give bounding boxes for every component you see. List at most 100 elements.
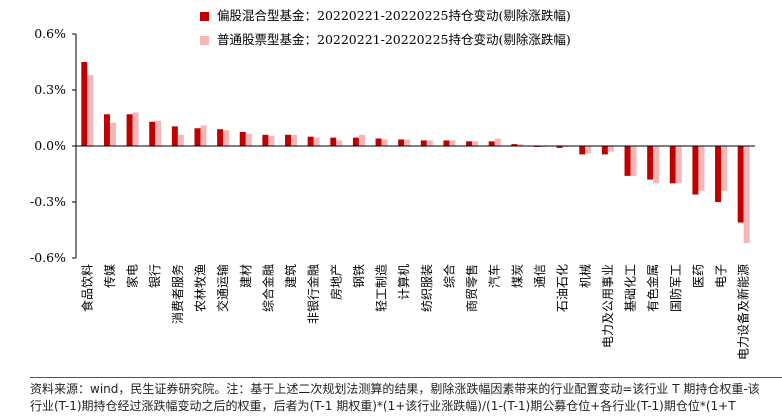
bar-series1: [375, 138, 382, 146]
bar-series2: [358, 134, 365, 146]
x-tick-label: 纺织服装: [420, 264, 434, 312]
bar-series2: [472, 141, 479, 146]
x-tick-label: 轻工制造: [375, 264, 389, 312]
bar-series2: [109, 122, 116, 146]
x-tick-label: 非银行金融: [306, 264, 321, 324]
bar-series1: [579, 146, 586, 155]
legend-item-series2: 普通股票型基金：20220221-20220225持仓变动(剔除涨跌幅): [200, 28, 571, 52]
bar-series2: [721, 146, 728, 191]
x-tick-label: 消费者服务: [170, 264, 185, 324]
x-tick-label: 机械: [577, 264, 592, 288]
y-tick-label: -0.6%: [30, 250, 66, 265]
y-tick-label: -0.3%: [30, 194, 66, 209]
bar-series2: [245, 133, 252, 146]
x-tick-label: 电力及公用事业: [601, 264, 615, 348]
bar-series1: [692, 146, 699, 195]
legend-label-series2: 普通股票型基金：20220221-20220225持仓变动(剔除涨跌幅): [217, 32, 571, 47]
bar-series1: [624, 146, 631, 176]
x-tick-label: 综合金融: [260, 264, 275, 312]
bar-series2: [268, 135, 275, 146]
bar-chart: 0.6% 0.3% 0.0% -0.3% -0.6% 食品饮料 传媒 家电 银行 消费者服务 农林牧…: [30, 26, 755, 360]
bar-series2: [585, 146, 592, 154]
bar-series2: [381, 139, 388, 146]
y-tick-label: 0.0%: [34, 138, 66, 153]
x-tick-label: 通信: [533, 264, 547, 288]
bar-series1: [601, 146, 608, 155]
bar-series2: [132, 112, 139, 146]
bar-series1: [352, 137, 359, 146]
x-tick-label: 交通运输: [215, 264, 230, 312]
x-tick-label: 家电: [125, 264, 140, 288]
bar-series2: [630, 146, 637, 176]
x-tick-label: 农林牧渔: [193, 264, 207, 312]
bar-series2: [517, 144, 524, 146]
bar-series1: [466, 141, 473, 146]
bar-series2: [607, 146, 614, 152]
bar-series1: [647, 146, 654, 180]
legend-item-series1: 偏股混合型基金：20220221-20220225持仓变动(剔除涨跌幅): [200, 4, 571, 28]
x-tick-label: 建筑: [283, 264, 298, 288]
bar-series1: [307, 136, 314, 146]
legend-swatch-series2: [200, 35, 209, 45]
bar-series2: [426, 140, 433, 146]
x-tick-label: 计算机: [396, 264, 411, 300]
x-tick-label: 传媒: [102, 264, 117, 288]
legend: 偏股混合型基金：20220221-20220225持仓变动(剔除涨跌幅) 普通股…: [200, 4, 571, 52]
x-tick-label: 医药: [691, 264, 705, 288]
bar-series2: [653, 146, 660, 184]
x-tick-label: 有色金属: [645, 264, 660, 312]
bar-series2: [313, 137, 320, 146]
y-tick-label: 0.3%: [34, 82, 66, 97]
bar-series1: [420, 140, 427, 146]
bar-series1: [262, 134, 269, 146]
bar-series1: [217, 129, 224, 146]
bar-series1: [669, 146, 676, 184]
bar-series1: [511, 144, 518, 146]
source-note: 资料来源：wind，民生证券研究院。注：基于上述二次规划法测算的结果，剔除涨跌幅…: [30, 382, 760, 413]
x-tick-label: 电子: [714, 264, 728, 288]
bar-series2: [87, 75, 94, 146]
x-tick-label: 建材: [239, 264, 253, 288]
bar-series2: [155, 120, 162, 146]
x-tick-label: 基础化工: [624, 264, 638, 312]
bar-series2: [200, 125, 207, 146]
bar-series1: [715, 146, 722, 202]
bar-series1: [443, 140, 450, 146]
x-tick-label: 食品饮料: [79, 264, 94, 312]
bar-series2: [743, 146, 750, 244]
x-tick-label: 煤炭: [510, 264, 524, 288]
bar-series2: [404, 139, 411, 146]
bar-series1: [398, 139, 405, 146]
bar-series1: [239, 132, 246, 146]
bar-series2: [291, 134, 298, 146]
legend-label-series1: 偏股混合型基金：20220221-20220225持仓变动(剔除涨跌幅): [217, 8, 571, 23]
bar-series2: [449, 140, 456, 146]
bar-series1: [194, 128, 201, 146]
bar-series1: [149, 121, 156, 146]
bar-series1: [737, 146, 744, 223]
bar-series1: [126, 114, 133, 146]
bar-series1: [81, 62, 88, 146]
x-tick-label: 汽车: [487, 264, 502, 288]
source-divider: [30, 377, 782, 378]
bar-series1: [556, 146, 563, 148]
legend-swatch-series1: [200, 11, 209, 21]
bar-series2: [223, 130, 230, 146]
y-tick-label: 0.6%: [34, 26, 66, 41]
bar-series1: [488, 141, 495, 146]
bar-series1: [330, 137, 337, 146]
x-tick-label: 房地产: [328, 264, 343, 300]
x-tick-label: 钢铁: [352, 264, 366, 288]
x-tick-label: 综合: [441, 264, 456, 288]
x-tick-label: 石油石化: [556, 264, 570, 312]
x-tick-label: 电力设备及新能源: [736, 264, 751, 360]
bar-series1: [171, 126, 178, 146]
bar-series2: [177, 134, 184, 146]
x-tick-label: 商贸零售: [464, 264, 479, 312]
bar-series2: [336, 140, 343, 146]
bar-series2: [675, 146, 682, 184]
x-tick-label: 国防军工: [668, 264, 683, 312]
bar-series2: [698, 146, 705, 191]
bar-series1: [285, 134, 292, 146]
bar-series2: [494, 138, 501, 146]
